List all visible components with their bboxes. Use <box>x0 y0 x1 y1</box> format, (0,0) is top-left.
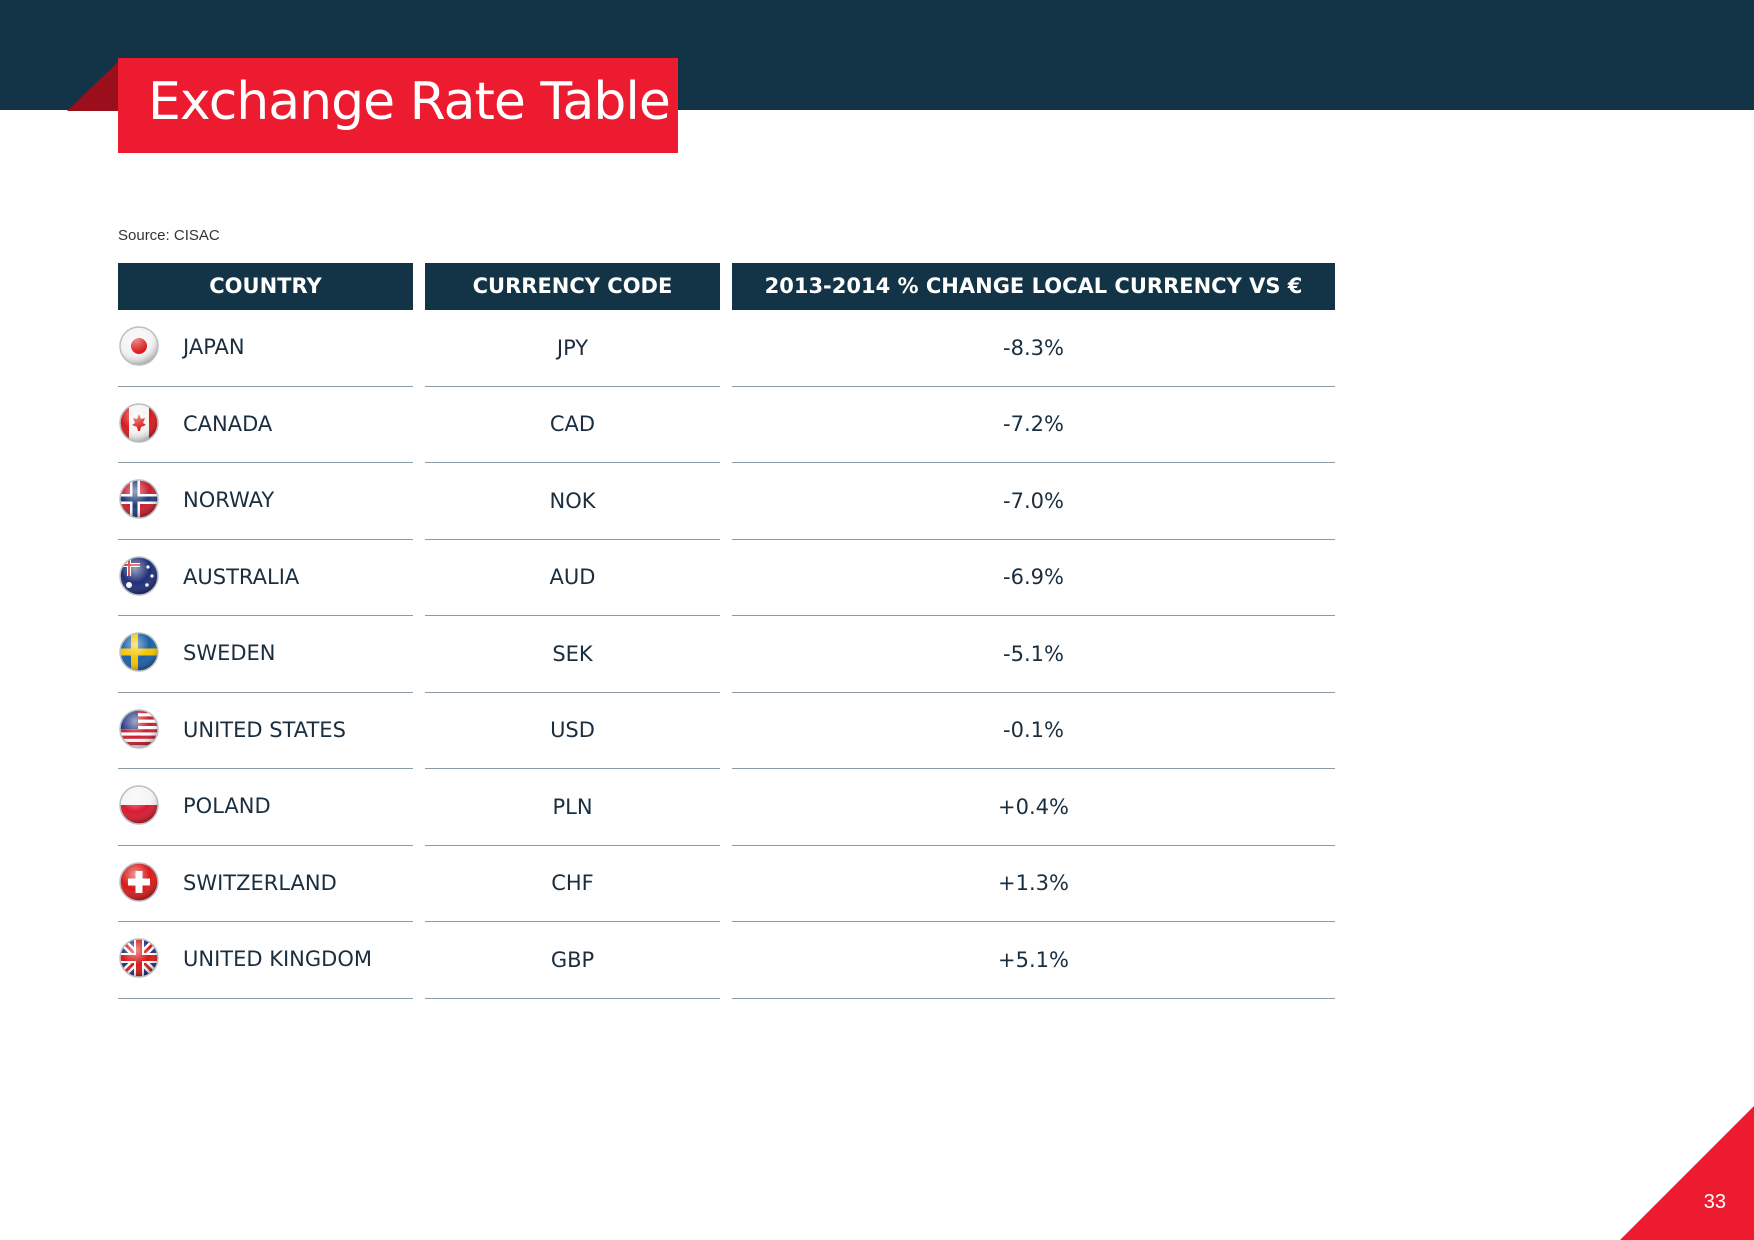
column-header-change: 2013-2014 % CHANGE LOCAL CURRENCY VS € <box>732 263 1335 310</box>
change-cell: +5.1% <box>732 922 1335 999</box>
change-cell: -0.1% <box>732 693 1335 769</box>
page-title: Exchange Rate Table <box>148 72 671 132</box>
change-cell: -6.9% <box>732 540 1335 616</box>
table-row: CANADA CAD -7.2% <box>118 387 1335 463</box>
country-name: UNITED KINGDOM <box>183 947 372 971</box>
exchange-rate-table: JAPAN JPY -8.3% CANADA CAD -7.2% <box>118 310 1335 999</box>
country-name: CANADA <box>183 411 273 436</box>
sweden-flag-icon <box>119 632 159 672</box>
table-row: UNITED STATES USD -0.1% <box>118 693 1335 769</box>
column-header-country: COUNTRY <box>118 263 413 310</box>
change-cell: -5.1% <box>732 616 1335 693</box>
table-row: JAPAN JPY -8.3% <box>118 310 1335 387</box>
currency-code: CHF <box>551 871 594 896</box>
change-value: +1.3% <box>998 871 1069 896</box>
currency-code-cell: PLN <box>425 769 720 846</box>
country-name: UNITED STATES <box>183 717 346 742</box>
country-name: SWEDEN <box>183 641 276 665</box>
currency-code: PLN <box>552 794 593 819</box>
table-row: POLAND PLN +0.4% <box>118 769 1335 846</box>
country-name: SWITZERLAND <box>183 870 337 895</box>
country-cell: UNITED KINGDOM <box>118 922 413 999</box>
change-value: -8.3% <box>1003 335 1064 360</box>
currency-code-cell: NOK <box>425 463 720 540</box>
country-cell: UNITED STATES <box>118 693 413 769</box>
currency-code-cell: CAD <box>425 387 720 463</box>
currency-code: AUD <box>549 565 596 590</box>
change-cell: -7.0% <box>732 463 1335 540</box>
country-cell: JAPAN <box>118 310 413 387</box>
norway-flag-icon <box>119 479 159 519</box>
change-value: -6.9% <box>1003 565 1064 590</box>
change-value: -7.0% <box>1003 488 1064 513</box>
currency-code-cell: AUD <box>425 540 720 616</box>
change-value: -5.1% <box>1003 641 1064 666</box>
currency-code-cell: SEK <box>425 616 720 693</box>
table-row: NORWAY NOK -7.0% <box>118 463 1335 540</box>
currency-code-cell: CHF <box>425 846 720 922</box>
column-header-currency-code: CURRENCY CODE <box>425 263 720 310</box>
currency-code: SEK <box>552 641 593 666</box>
table-row: SWITZERLAND CHF +1.3% <box>118 846 1335 922</box>
usa-flag-icon <box>119 708 159 749</box>
switzerland-flag-icon <box>119 861 159 902</box>
country-cell: POLAND <box>118 769 413 846</box>
title-fold <box>67 61 119 111</box>
country-cell: SWEDEN <box>118 616 413 693</box>
currency-code: CAD <box>549 412 596 437</box>
uk-flag-icon <box>119 938 159 978</box>
corner-decoration <box>1620 1106 1754 1240</box>
japan-flag-icon <box>119 326 159 366</box>
country-cell: SWITZERLAND <box>118 846 413 922</box>
canada-flag-icon <box>119 402 159 443</box>
table-row: SWEDEN SEK -5.1% <box>118 616 1335 693</box>
page-number: 33 <box>1703 1191 1726 1213</box>
change-value: -0.1% <box>1003 718 1064 743</box>
title-box: Exchange Rate Table <box>118 58 678 153</box>
source-note: Source: CISAC <box>118 227 220 244</box>
currency-code-cell: USD <box>425 693 720 769</box>
change-value: +0.4% <box>998 794 1069 819</box>
currency-code: GBP <box>550 947 595 972</box>
change-cell: +1.3% <box>732 846 1335 922</box>
change-cell: +0.4% <box>732 769 1335 846</box>
poland-flag-icon <box>119 785 159 825</box>
country-cell: AUSTRALIA <box>118 540 413 616</box>
currency-code: USD <box>550 718 595 743</box>
currency-code-cell: JPY <box>425 310 720 387</box>
country-cell: NORWAY <box>118 463 413 540</box>
country-name: NORWAY <box>183 488 275 512</box>
change-value: +5.1% <box>998 947 1069 972</box>
currency-code: NOK <box>549 488 596 513</box>
change-cell: -8.3% <box>732 310 1335 387</box>
change-cell: -7.2% <box>732 387 1335 463</box>
currency-code: JPY <box>556 335 589 360</box>
change-value: -7.2% <box>1003 412 1064 437</box>
table-row: UNITED KINGDOM GBP +5.1% <box>118 922 1335 999</box>
currency-code-cell: GBP <box>425 922 720 999</box>
country-cell: CANADA <box>118 387 413 463</box>
australia-flag-icon <box>119 555 159 596</box>
country-name: POLAND <box>183 794 271 818</box>
country-name: JAPAN <box>183 335 245 359</box>
country-name: AUSTRALIA <box>183 564 300 589</box>
table-row: AUSTRALIA AUD -6.9% <box>118 540 1335 616</box>
